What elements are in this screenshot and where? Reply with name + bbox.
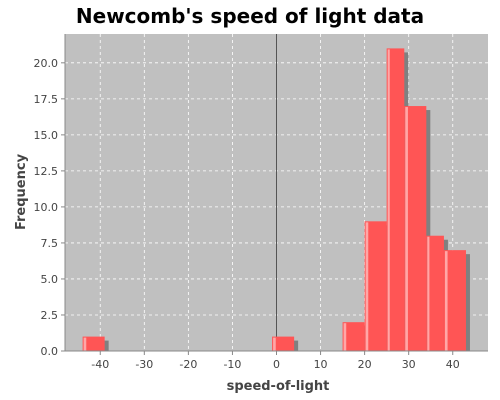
x-tick-label: 20 [358, 358, 372, 371]
x-tick-label: 30 [402, 358, 416, 371]
x-tick-label: 40 [446, 358, 460, 371]
y-axis-label: Frequency [14, 153, 29, 230]
x-axis-label: speed-of-light [227, 379, 330, 394]
histogram-bar [404, 106, 431, 351]
x-tick-label: -30 [135, 358, 153, 371]
bar-fill [342, 322, 365, 351]
x-tick-label: -10 [223, 358, 241, 371]
x-tick-label: -20 [179, 358, 197, 371]
y-tick-label: 2.5 [41, 309, 59, 322]
bar-fill [426, 235, 444, 351]
x-tick-label: 10 [314, 358, 328, 371]
histogram-bar [272, 336, 299, 351]
histogram-bar [342, 322, 369, 351]
bar-fill [364, 221, 387, 351]
bars [82, 48, 470, 352]
bar-highlight [83, 337, 87, 351]
bar-highlight [387, 49, 390, 352]
x-tick-label: 0 [273, 358, 280, 371]
histogram-bar [426, 235, 448, 351]
bar-highlight [405, 107, 408, 351]
bar-highlight [365, 222, 369, 351]
y-tick-label: 0.0 [41, 345, 59, 358]
bar-fill [82, 336, 105, 351]
y-tick-label: 20.0 [34, 57, 59, 70]
histogram-bar [386, 48, 409, 352]
y-tick-label: 15.0 [34, 129, 59, 142]
bar-fill [443, 250, 466, 351]
bar-fill [272, 336, 295, 351]
histogram-bar [82, 336, 109, 351]
y-tick-label: 17.5 [34, 93, 59, 106]
y-tick-label: 12.5 [34, 165, 59, 178]
y-tick-label: 5.0 [41, 273, 59, 286]
bar-highlight [444, 251, 448, 351]
x-tick-label: -40 [91, 358, 109, 371]
y-tick-label: 7.5 [41, 237, 59, 250]
bar-highlight [427, 236, 430, 351]
histogram-bar [364, 221, 391, 351]
histogram-bar [443, 250, 470, 351]
y-tick-label: 10.0 [34, 201, 59, 214]
bar-fill [386, 48, 405, 352]
bar-fill [404, 106, 427, 351]
bar-highlight [343, 323, 347, 351]
bar-highlight [273, 337, 276, 351]
chart-title: Newcomb's speed of light data [76, 4, 424, 28]
tick-labels: -40 -30 -20 -10 0 10 20 30 40 0.0 2.5 5.0 7.5 10.0 12.… [34, 57, 460, 371]
